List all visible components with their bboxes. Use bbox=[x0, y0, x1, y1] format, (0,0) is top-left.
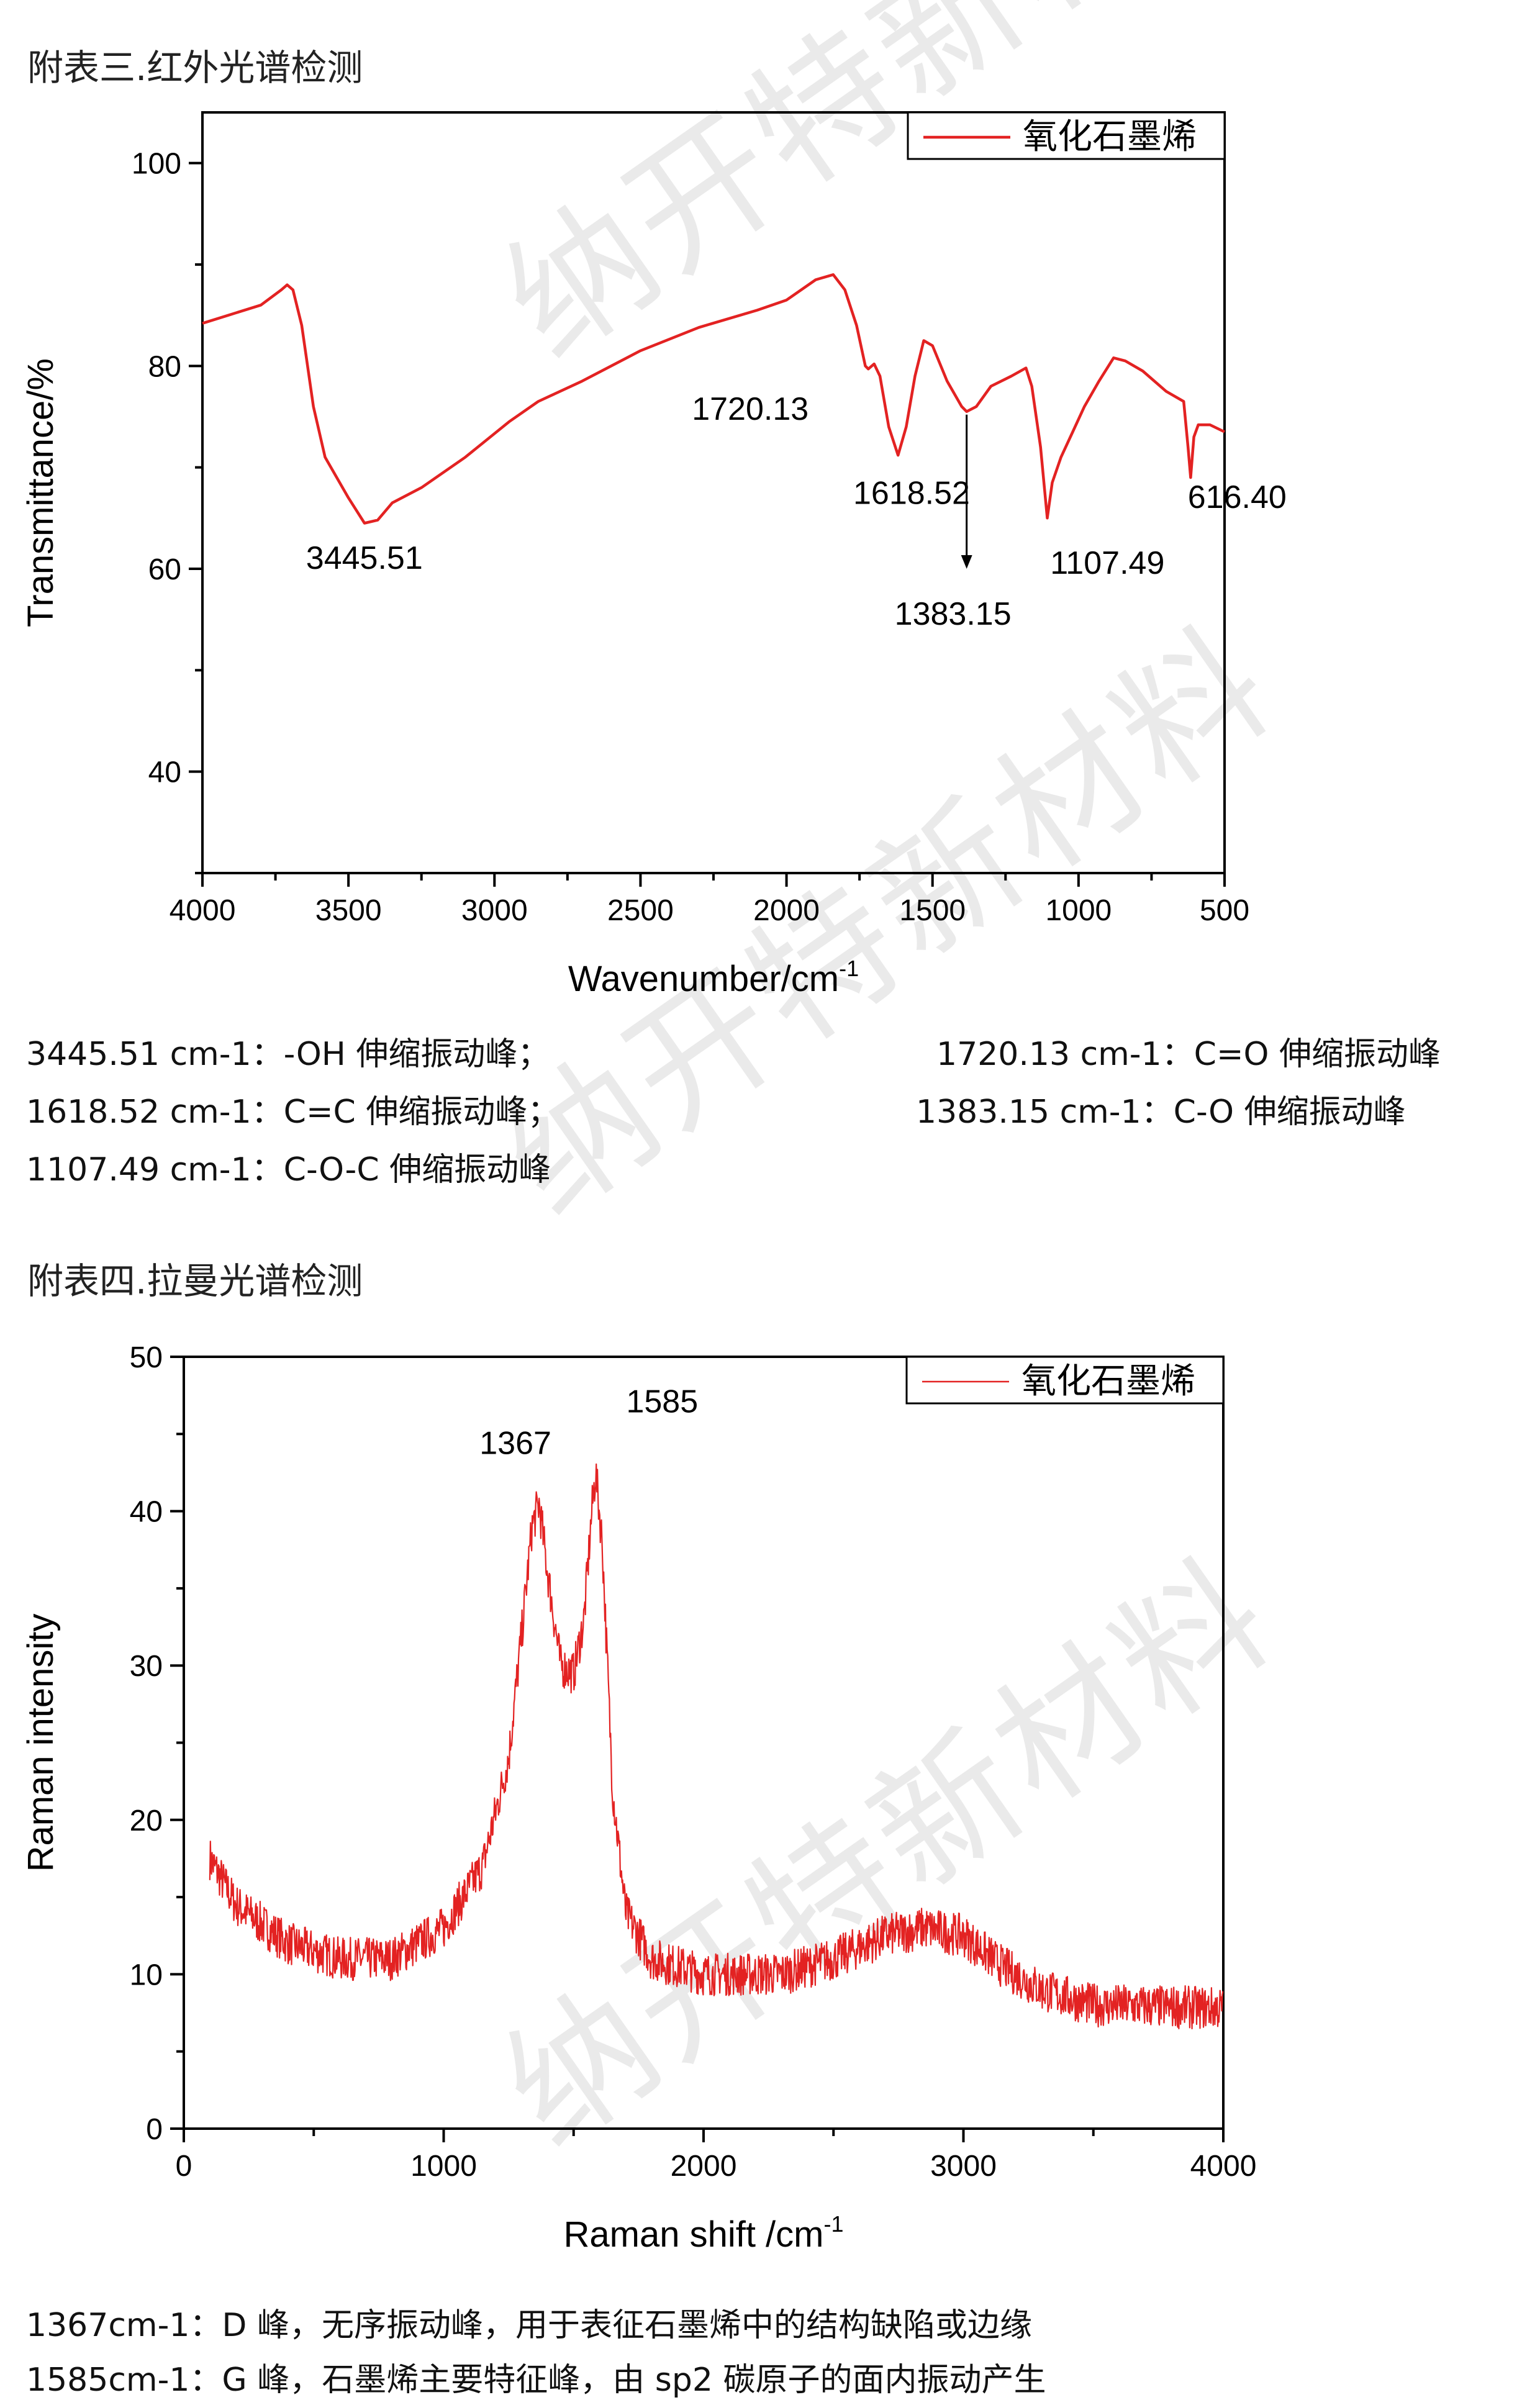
ir-chart: 4000 3500 3000 2500 2000 1500 1000 500 40 60 80 100… bbox=[20, 111, 1287, 999]
ir-note: 3445.51 cm-1：-OH 伸缩振动峰； bbox=[26, 1036, 550, 1073]
series-line bbox=[209, 1463, 1224, 2030]
legend-box bbox=[907, 111, 1226, 160]
y-tick-label: 100 bbox=[132, 148, 181, 181]
raman-chart: 0 1000 2000 3000 4000 0 10 20 30 40 50 Raman shift … bbox=[20, 1341, 1256, 2255]
x-axis-title-sup: -1 bbox=[823, 2211, 843, 2237]
peak-label: 1383.15 bbox=[895, 596, 1012, 632]
y-tick-label: 50 bbox=[130, 1341, 163, 1374]
y-tick-label: 20 bbox=[130, 1805, 163, 1837]
x-tick-label: 500 bbox=[1200, 894, 1249, 927]
plot-frame bbox=[183, 1356, 1225, 2130]
peak-label: 1720.13 bbox=[692, 391, 808, 427]
raman-section-title: 附表四.拉曼光谱检测 bbox=[27, 1260, 363, 1302]
x-tick-label: 1000 bbox=[1045, 894, 1112, 927]
series-line bbox=[202, 273, 1225, 525]
x-tick-label: 2000 bbox=[753, 894, 820, 927]
y-axis-title: Transmittance/% bbox=[20, 358, 61, 627]
y-tick-label: 80 bbox=[148, 350, 181, 383]
y-axis-title: Raman intensity bbox=[20, 1614, 61, 1872]
ir-note: 1383.15 cm-1：C-O 伸缩振动峰 bbox=[916, 1094, 1406, 1131]
raman-note: 1585cm-1：G 峰，石墨烯主要特征峰，由 sp2 碳原子的面内振动产生 bbox=[26, 2362, 1046, 2399]
peak-label: 3445.51 bbox=[306, 540, 423, 576]
y-tick-label: 40 bbox=[148, 756, 181, 789]
x-tick-label: 4000 bbox=[170, 894, 236, 927]
y-tick-label: 10 bbox=[130, 1958, 163, 1991]
ir-note: 1618.52 cm-1：C=C 伸缩振动峰； bbox=[26, 1094, 560, 1131]
x-axis-title-sup: -1 bbox=[839, 956, 859, 981]
plot-frame bbox=[201, 111, 1226, 874]
x-tick-label: 3000 bbox=[461, 894, 528, 927]
y-tick-label: 40 bbox=[130, 1496, 163, 1529]
y-tick-label: 60 bbox=[148, 553, 181, 586]
y-tick-label: 30 bbox=[130, 1650, 163, 1683]
peak-label: 1107.49 bbox=[1050, 545, 1164, 581]
legend-label: 氧化石墨烯 bbox=[1023, 117, 1197, 156]
peak-label: 616.40 bbox=[1188, 479, 1287, 515]
legend-box bbox=[905, 1356, 1225, 1405]
x-tick-label: 1500 bbox=[899, 894, 966, 927]
peak-label: 1585 bbox=[626, 1383, 698, 1420]
peak-arrow-head bbox=[961, 555, 972, 569]
x-tick-label: 3500 bbox=[315, 894, 382, 927]
x-tick-label: 2500 bbox=[607, 894, 674, 927]
ir-section-title: 附表三.红外光谱检测 bbox=[27, 47, 363, 89]
x-tick-label: 3000 bbox=[930, 2150, 997, 2183]
x-tick-label: 0 bbox=[176, 2150, 192, 2183]
legend-label: 氧化石墨烯 bbox=[1021, 1361, 1195, 1400]
raman-note: 1367cm-1：D 峰，无序振动峰，用于表征石墨烯中的结构缺陷或边缘 bbox=[26, 2307, 1032, 2344]
x-tick-label: 4000 bbox=[1190, 2150, 1257, 2183]
x-axis-title: Wavenumber/cm-1 bbox=[568, 956, 859, 999]
ir-note: 1107.49 cm-1：C-O-C 伸缩振动峰 bbox=[26, 1151, 551, 1189]
x-tick-label: 2000 bbox=[671, 2150, 737, 2183]
peak-label: 1367 bbox=[479, 1426, 551, 1462]
peak-label: 1618.52 bbox=[853, 475, 970, 511]
x-tick-label: 1000 bbox=[410, 2150, 477, 2183]
x-axis-title: Raman shift /cm-1 bbox=[563, 2211, 843, 2255]
ir-note: 1720.13 cm-1：C=O 伸缩振动峰 bbox=[936, 1036, 1441, 1073]
y-tick-label: 0 bbox=[146, 2113, 163, 2146]
